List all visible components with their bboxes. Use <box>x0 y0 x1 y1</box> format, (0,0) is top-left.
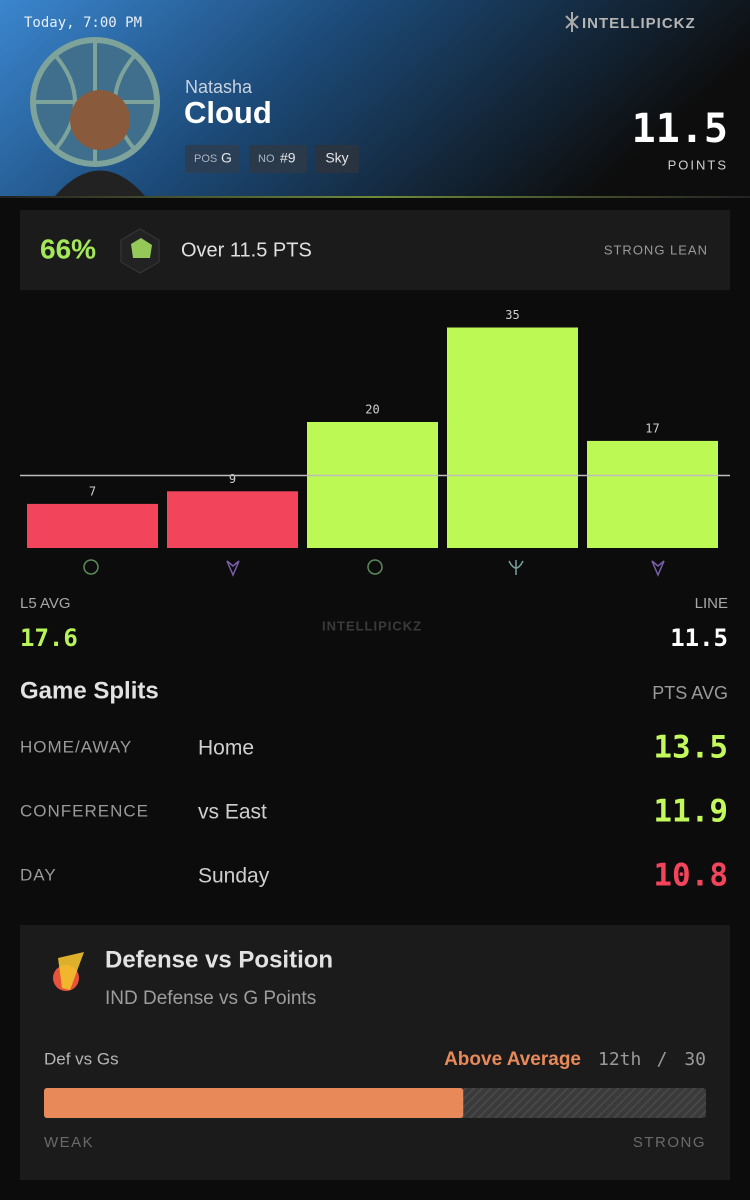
total: 30 <box>684 1049 706 1070</box>
split-value: vs East <box>198 801 267 824</box>
brand-logo: INTELLIPICKZ <box>565 12 696 32</box>
chip-value: G <box>221 150 232 166</box>
split-avg: 10.8 <box>653 858 728 894</box>
defense-card <box>20 925 730 1180</box>
chip-value: #9 <box>280 150 296 166</box>
split-value: Sunday <box>198 865 270 888</box>
rank-fill <box>44 1088 464 1118</box>
chip <box>315 145 359 173</box>
value-label: 7 <box>89 484 96 498</box>
player-photo <box>30 37 160 196</box>
value-label: 20 <box>365 403 379 417</box>
stat: POINTS <box>668 157 728 172</box>
chip <box>185 145 240 173</box>
split-label: HOME/AWAY <box>20 737 132 756</box>
rank: 12th <box>598 1049 641 1070</box>
watermark: INTELLIPICKZ <box>322 618 422 633</box>
bar <box>167 491 298 548</box>
chart: 7 9 20 35 17 <box>20 308 730 548</box>
split-label: CONFERENCE <box>20 801 149 820</box>
chip <box>249 145 307 173</box>
split-avg: 13.5 <box>653 730 728 766</box>
chip-label: NO <box>258 153 275 165</box>
last-name: Cloud <box>184 95 272 130</box>
first-name: Natasha <box>185 77 253 97</box>
chip-label: POS <box>194 153 217 165</box>
splits-title: Game Splits <box>20 677 159 704</box>
bar <box>447 327 578 548</box>
bar <box>587 440 718 548</box>
bar <box>307 422 438 548</box>
lean-icon <box>120 228 160 274</box>
bar <box>27 503 158 548</box>
defense-title: Defense vs Position <box>105 946 333 973</box>
pick: Over 11.5 PTS <box>181 239 312 261</box>
probability: 66% <box>40 233 96 264</box>
value-label: 17 <box>645 421 659 435</box>
team-icons <box>83 559 665 577</box>
splits-table: HOME/AWAY Home 13.5 CONFERENCE vs East 11.9 DA… <box>20 730 728 894</box>
line-value: 11.5 <box>632 106 728 152</box>
team: Sky <box>325 150 348 166</box>
brand: INTELLIPICKZ <box>582 15 696 32</box>
split-label: DAY <box>20 865 57 884</box>
rating: Above Average <box>444 1049 581 1070</box>
avg-label: L5 AVG <box>20 595 71 612</box>
strength: STRONG LEAN <box>604 242 708 257</box>
timestamp: Today, 7:00 PM <box>24 15 142 31</box>
split-avg: 11.9 <box>653 794 728 830</box>
splits-column: PTS AVG <box>652 683 728 703</box>
metric: Def vs Gs <box>44 1049 119 1068</box>
value-label: 35 <box>505 308 519 322</box>
low-label: WEAK <box>44 1134 94 1151</box>
team-logo <box>53 952 84 991</box>
line-label: LINE <box>695 595 728 612</box>
high-label: STRONG <box>633 1134 706 1151</box>
value-label: 9 <box>229 472 236 486</box>
avg-value: 17.6 <box>20 624 78 652</box>
line-summary: 11.5 <box>670 624 728 652</box>
separator: / <box>657 1049 668 1070</box>
separator <box>0 196 750 198</box>
split-value: Home <box>198 737 254 760</box>
defense-subtitle: IND Defense vs G Points <box>105 988 316 1009</box>
